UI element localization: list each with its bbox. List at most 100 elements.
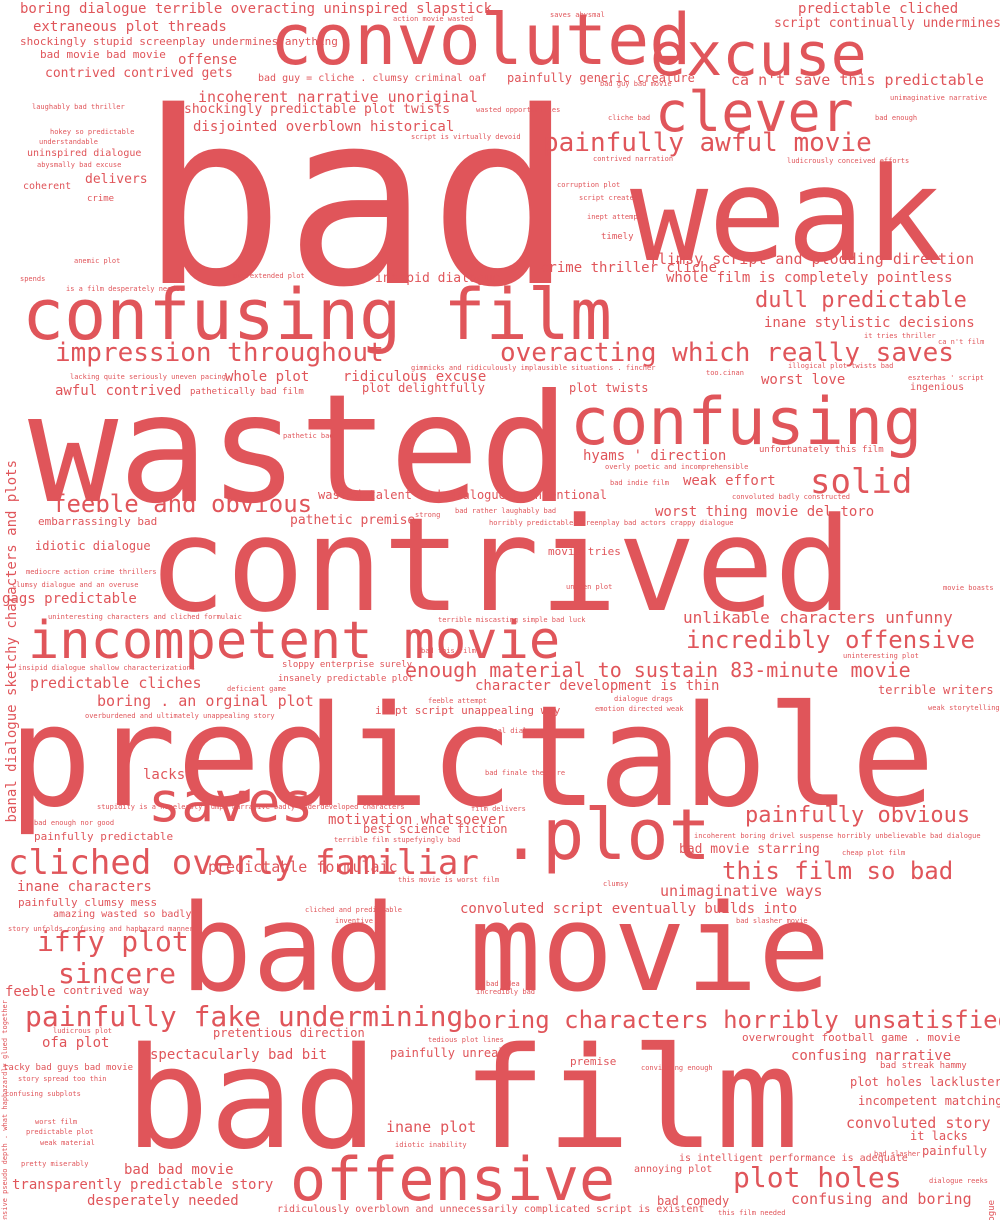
word-boring-an-orginal-plot: boring . an orginal plot bbox=[97, 692, 314, 710]
word-unlikable-characters-unfunny: unlikable characters unfunny bbox=[683, 608, 953, 627]
word-transparently-predictable-story: transparently predictable story bbox=[12, 1177, 274, 1193]
word-uninteresting-plot: uninteresting plot bbox=[843, 652, 919, 660]
word-ridiculous-and-laughably-bad-with-astonishingly-terrible-dialogue: ridiculous and laughably bad with astoni… bbox=[987, 1200, 997, 1220]
word-insanely-predictable-plot: insanely predictable plot bbox=[278, 674, 414, 684]
word-convincing-enough: convincing enough bbox=[641, 1064, 713, 1072]
word-wasted: wasted bbox=[28, 363, 570, 537]
word-bad: bad bbox=[140, 60, 574, 340]
word-plot-delightfully: plot delightfully bbox=[362, 381, 485, 395]
word-delivers: delivers bbox=[85, 172, 148, 187]
word-incredibly-bad: incredibly bad bbox=[476, 988, 536, 996]
word-predictable-plot: predictable plot bbox=[26, 1128, 94, 1136]
word-hokey-so-predictable: hokey so predictable bbox=[50, 128, 135, 136]
word-it-lacks: it lacks bbox=[910, 1129, 968, 1143]
word-confusing-narrative: confusing narrative bbox=[791, 1048, 952, 1064]
word-confusing-subplots: confusing subplots bbox=[5, 1090, 81, 1098]
word-abysmally-bad-excuse: abysmally bad excuse bbox=[37, 161, 122, 169]
word-excuse: excuse bbox=[650, 20, 867, 90]
word-script-continually-undermines: script continually undermines bbox=[774, 16, 1000, 31]
word-bad-movie-starring: bad movie starring bbox=[679, 842, 820, 857]
word-enough-material-to-sustain-83-minute-movie: enough material to sustain 83-minute mov… bbox=[405, 658, 911, 682]
word-tedious-plot-lines: tedious plot lines bbox=[428, 1036, 504, 1044]
word-incoherent-narrative-unoriginal: incoherent narrative unoriginal bbox=[198, 88, 478, 106]
word-incompetent-matching: incompetent matching bbox=[858, 1094, 1000, 1108]
word-uneven-plot: uneven plot bbox=[566, 583, 613, 591]
word-worst-love: worst love bbox=[761, 372, 846, 388]
word-lacks: lacks bbox=[143, 767, 186, 783]
word-contrived-way: contrived way bbox=[63, 984, 150, 997]
word-ofa-plot: ofa plot bbox=[42, 1035, 110, 1051]
word-offense: offense bbox=[178, 52, 238, 68]
word-overextended-plot: overextended plot bbox=[233, 272, 305, 280]
word-anemic-plot: anemic plot bbox=[74, 257, 121, 265]
word-plot-holes: plot holes bbox=[733, 1161, 902, 1194]
word-story-spread-too-thin: story spread too thin bbox=[18, 1075, 107, 1083]
word-script-is-virtually-devoid: script is virtually devoid bbox=[411, 133, 521, 141]
word-this-movie-is-worst-film: this movie is worst film bbox=[398, 876, 500, 884]
word-is-intelligent-performance-is-adequate: is intelligent performance is adequate bbox=[679, 1153, 908, 1164]
word-emotion-directed-weak: emotion directed weak bbox=[595, 705, 684, 713]
word-painfully-awful-movie: painfully awful movie bbox=[543, 128, 872, 158]
word-weak-material: weak material bbox=[40, 1139, 95, 1147]
word-bad-guy-bad-movie: bad guy bad movie bbox=[600, 80, 672, 88]
word-motivation-whatsoever: motivation whatsoever bbox=[328, 812, 506, 828]
word-boring-characters-horribly-unsatisfied: boring characters horribly unsatisfied bbox=[463, 1006, 1000, 1034]
word-insipid-dialogue: insipid dialogue bbox=[375, 271, 501, 286]
word-shockingly-stupid-screenplay-undermines-anything: shockingly stupid screenplay undermines … bbox=[20, 35, 338, 48]
word-clumsy-dialogue-and-an-overuse: clumsy dialogue and an overuse bbox=[12, 581, 139, 589]
word-best-science-fiction: best science fiction bbox=[363, 822, 508, 836]
word-this-film-so-bad: this film so bad bbox=[722, 857, 954, 885]
word-plot-holes-lackluster: plot holes lackluster bbox=[850, 1075, 1000, 1089]
word-incredibly-offensive: incredibly offensive bbox=[686, 626, 975, 654]
word-illogical-plot-twists-bad: illogical plot twists bad bbox=[788, 362, 894, 370]
word-stupidity-is-a-hopelessly-jumpy-narrative-badly-underdeveloped-characters: stupidity is a hopelessly jumpy narrativ… bbox=[97, 803, 405, 811]
word-whole-plot: whole plot bbox=[225, 369, 310, 385]
word-overacting-which-really-saves: overacting which really saves bbox=[500, 338, 954, 368]
word-pathetic-bad: pathetic bad bbox=[283, 432, 334, 440]
word-iffy-plot: iffy plot bbox=[37, 925, 189, 958]
word-flimsy-script-and-plodding-direction: flimsy script and plodding direction bbox=[649, 250, 975, 268]
word-feeble-and-obvious: feeble and obvious bbox=[52, 490, 313, 518]
word-film-delivers: film delivers bbox=[471, 805, 526, 813]
word-sloppy-enterprise-surely: sloppy enterprise surely bbox=[282, 660, 413, 670]
word-it-tries-thriller: it tries thriller bbox=[864, 332, 936, 340]
word-gags-predictable: gags predictable bbox=[2, 591, 137, 607]
word-movie-boasts: movie boasts bbox=[943, 584, 994, 592]
word-confusing-and-boring: confusing and boring bbox=[791, 1190, 972, 1208]
word-pathetically-bad-film: pathetically bad film bbox=[190, 387, 304, 397]
word-ca-n-t-film: ca n't film bbox=[938, 338, 985, 346]
word-deficient-game: deficient game bbox=[227, 685, 287, 693]
word-shockingly-predictable-plot-twists: shockingly predictable plot twists bbox=[184, 102, 451, 117]
word-solid: solid bbox=[810, 462, 913, 502]
word-feeble: feeble bbox=[5, 984, 56, 1000]
word-amazing-wasted-so-badly: amazing wasted so badly bbox=[53, 909, 192, 920]
word-bad-guy-cliche-clumsy-criminal-oaf: bad guy = cliche . clumsy criminal oaf bbox=[258, 73, 487, 84]
word-whole-film-is-completely-pointless: whole film is completely pointless bbox=[666, 270, 953, 286]
word-terrible-miscasting-simple-bad-luck: terrible miscasting simple bad luck bbox=[438, 616, 586, 624]
word-painfully-obvious: painfully obvious bbox=[745, 803, 971, 828]
word-predictable-formulaic: predictable formulaic bbox=[208, 858, 398, 876]
word-impression-throughout: impression throughout bbox=[55, 338, 384, 368]
word-convoluted-story: convoluted story bbox=[846, 1114, 991, 1132]
word-offensive: offensive bbox=[290, 1145, 616, 1215]
word-wasted-opportunities: wasted opportunities bbox=[476, 106, 561, 114]
word-banal-dialogue-sketchy-characters-and-plots: banal dialogue sketchy characters and pl… bbox=[4, 460, 20, 823]
word-contrived: contrived bbox=[148, 489, 853, 641]
word-incoherent-boring-drivel-suspense-horribly-unbelievable-bad-dialogue: incoherent boring drivel suspense horrib… bbox=[694, 832, 981, 840]
word-crime: crime bbox=[87, 194, 115, 204]
word-unimaginative-ways: unimaginative ways bbox=[660, 882, 823, 900]
word-convoluted-badly-constructed: convoluted badly constructed bbox=[732, 493, 851, 501]
word-plot: .plot bbox=[500, 794, 711, 876]
word-ludicrous-plot: ludicrous plot bbox=[53, 1027, 113, 1035]
word-weak: weak bbox=[630, 139, 944, 291]
word-weak-storytelling: weak storytelling bbox=[928, 704, 1000, 712]
word-plot-twists: plot twists bbox=[569, 381, 649, 395]
word-dull-predictable: dull predictable bbox=[755, 288, 967, 313]
word-bad-indie-film: bad indie film bbox=[610, 479, 670, 487]
word-story-unfolds-confusing-and-haphazard-manner: story unfolds confusing and haphazard ma… bbox=[8, 925, 194, 933]
word-pretentious-direction: pretentious direction bbox=[213, 1026, 365, 1040]
word-understandable: understandable bbox=[39, 138, 99, 146]
word-bad-enough-nor-good: bad enough nor good bbox=[34, 819, 115, 827]
word-corruption-plot: corruption plot bbox=[557, 181, 621, 189]
word-character-development-is-thin: character development is thin bbox=[475, 678, 720, 694]
